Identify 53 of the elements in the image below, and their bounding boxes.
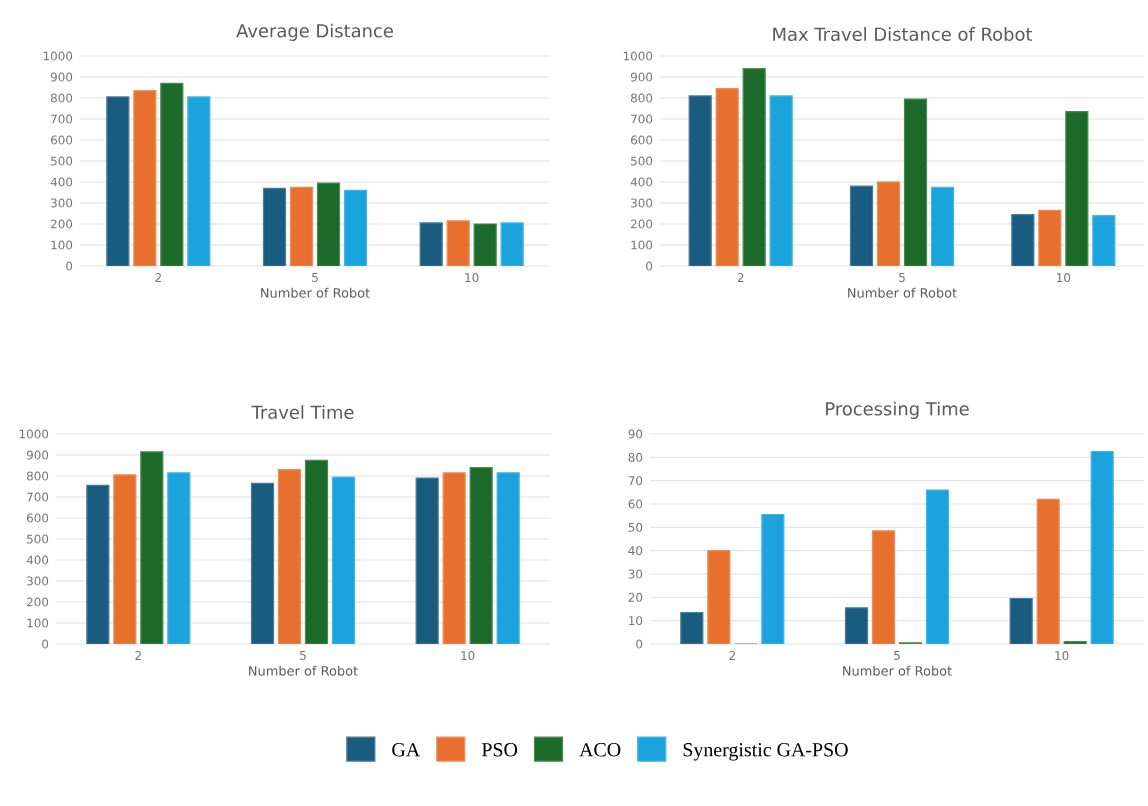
chart-title: Travel Time [251, 405, 354, 419]
bar [500, 222, 524, 266]
bar [1011, 213, 1035, 266]
bar [106, 96, 130, 266]
bar [113, 474, 137, 644]
bar [849, 185, 874, 266]
bar [304, 459, 329, 644]
bar [250, 482, 275, 644]
bar [707, 550, 731, 644]
bar [133, 90, 157, 266]
bar [715, 87, 739, 266]
legend-label: PSO [481, 743, 518, 757]
bar [871, 530, 896, 644]
bar [761, 513, 785, 644]
bar [187, 96, 211, 266]
bar [140, 451, 164, 644]
bar [925, 489, 950, 644]
bar [680, 611, 704, 644]
bar [769, 95, 793, 266]
bar [473, 223, 497, 266]
bar [1092, 214, 1116, 266]
legend-label: GA [392, 743, 421, 757]
bar [1009, 597, 1033, 644]
legend-label: Synergistic GA-PSO [683, 743, 848, 761]
bar [903, 98, 928, 266]
bar [160, 82, 184, 266]
bar [688, 95, 712, 266]
bar [876, 181, 901, 266]
bar [930, 186, 955, 266]
bar [262, 187, 287, 266]
bar [86, 484, 110, 644]
legend-label: ACO [579, 743, 621, 757]
bar [1036, 498, 1060, 644]
bar [167, 472, 191, 644]
bar [419, 222, 443, 266]
bar [442, 472, 466, 644]
bar [446, 220, 470, 266]
bar [343, 189, 368, 266]
bar [316, 182, 341, 266]
bar [742, 67, 766, 266]
bar [844, 607, 869, 644]
bar [1065, 111, 1089, 266]
bar [289, 186, 314, 266]
bar [277, 469, 302, 644]
chart-title: Processing Time [826, 401, 969, 420]
bar [469, 467, 493, 644]
bar [331, 476, 356, 644]
bar [496, 472, 520, 644]
bar [415, 477, 439, 644]
chart-title: Max Travel Distance of Robot [773, 27, 1033, 41]
chart-title: Average Distance [236, 23, 393, 41]
bar [1090, 450, 1114, 644]
bar [1038, 209, 1062, 266]
